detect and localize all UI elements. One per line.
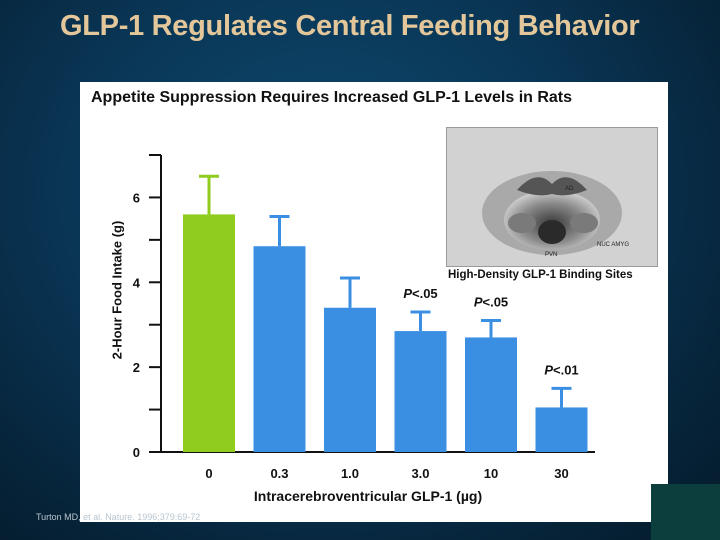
bar xyxy=(253,246,306,452)
bar xyxy=(183,214,235,452)
slide-title: GLP-1 Regulates Central Feeding Behavior xyxy=(60,10,640,42)
x-axis-label: Intracerebroventricular GLP-1 (µg) xyxy=(253,488,483,504)
corner-decoration xyxy=(651,484,720,540)
x-tick-label: 1.0 xyxy=(341,466,359,481)
bar xyxy=(394,331,447,452)
y-tick-label: 4 xyxy=(133,275,141,290)
inset-label-ad: AD xyxy=(565,186,574,192)
y-tick-label: 0 xyxy=(133,445,140,460)
bar xyxy=(535,407,588,452)
brain-section-illustration: AD PVN NUC AMYG xyxy=(447,128,657,266)
x-tick-label: 10 xyxy=(484,466,498,481)
inset-caption: High-Density GLP-1 Binding Sites xyxy=(448,269,633,281)
p-value-annotation: P<.05 xyxy=(474,294,508,309)
citation: Turton MD, et al. Nature. 1996;379:69-72 xyxy=(36,512,201,522)
x-tick-label: 3.0 xyxy=(411,466,429,481)
chart-title: Appetite Suppression Requires Increased … xyxy=(91,89,573,106)
p-value-annotation: P<.05 xyxy=(403,286,437,301)
bar xyxy=(324,307,376,452)
bar xyxy=(465,337,517,452)
x-tick-label: 0.3 xyxy=(270,466,288,481)
y-tick-label: 2 xyxy=(133,360,140,375)
inset-label-pvn: PVN xyxy=(545,252,557,258)
x-tick-label: 30 xyxy=(554,466,568,481)
x-tick-label: 0 xyxy=(205,466,212,481)
p-value-annotation: P<.01 xyxy=(544,362,578,377)
y-tick-label: 6 xyxy=(133,190,140,205)
inset-label-nuc-amyg: NUC AMYG xyxy=(597,242,629,248)
brain-autoradiograph-image: AD PVN NUC AMYG xyxy=(446,127,658,267)
